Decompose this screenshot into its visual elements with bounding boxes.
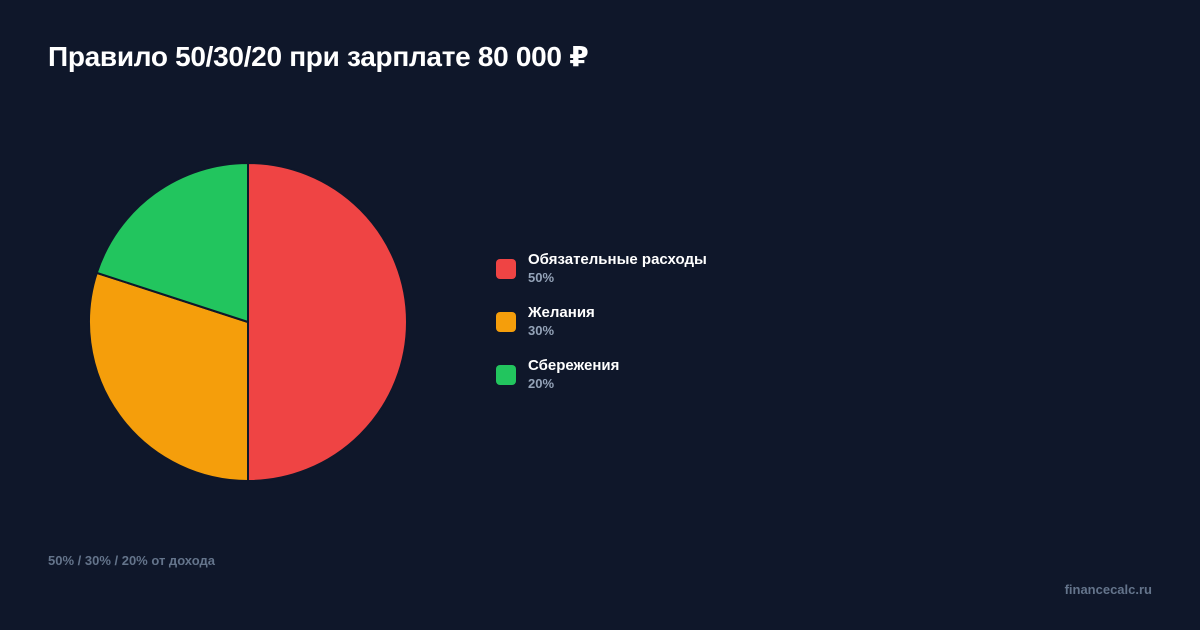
pie-slice-savings — [95, 162, 249, 323]
legend-label-savings: Сбережения — [528, 357, 620, 374]
pie-slice-wants — [88, 271, 249, 482]
legend-item-savings: Сбережения 20% — [496, 356, 707, 409]
legend-swatch-mandatory — [496, 259, 516, 279]
legend-value-wants: 30% — [528, 323, 555, 338]
legend-swatch-wants — [496, 312, 516, 332]
legend-value-savings: 20% — [528, 376, 555, 391]
legend: Обязательные расходы 50% Желания 30% Сбе… — [496, 250, 707, 409]
footnote: 50% / 30% / 20% от дохода — [48, 553, 215, 568]
legend-swatch-savings — [496, 365, 516, 385]
legend-item-wants: Желания 30% — [496, 303, 707, 356]
pie-chart — [88, 162, 408, 482]
legend-label-mandatory: Обязательные расходы — [528, 251, 707, 268]
legend-item-mandatory: Обязательные расходы 50% — [496, 250, 707, 303]
legend-label-wants: Желания — [528, 304, 595, 321]
chart-title: Правило 50/30/20 при зарплате 80 000 ₽ — [48, 41, 589, 72]
site-watermark: financecalc.ru — [1064, 582, 1152, 597]
legend-value-mandatory: 50% — [528, 270, 555, 285]
pie-slice-mandatory — [247, 162, 408, 482]
